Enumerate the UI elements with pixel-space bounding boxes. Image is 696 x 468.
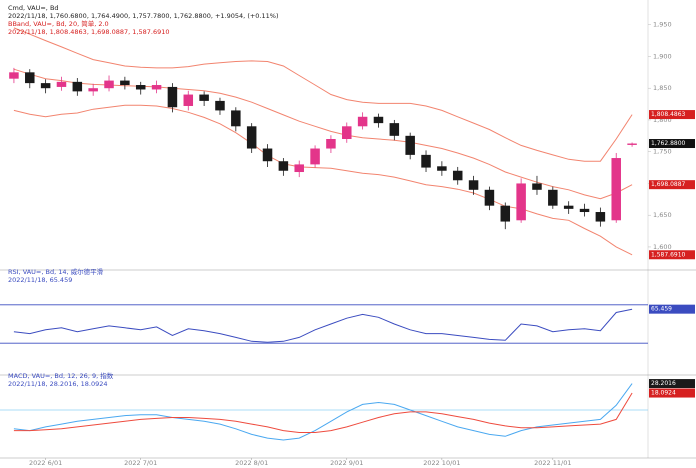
indicator-line (13, 383, 633, 441)
candle-body (25, 72, 35, 84)
panel-subtitle: 2022/11/18, 65.459 (8, 276, 72, 284)
panel-subtitle: 2022/11/18, 28.2016, 18.0924 (8, 380, 108, 388)
panel-subtitle: 2022/11/18, 1,760.6800, 1,764.4900, 1,75… (8, 12, 278, 20)
x-tick-label: 2022 7/01 (124, 459, 157, 467)
candle-body (231, 110, 241, 127)
candle-body (72, 81, 83, 92)
candle-body (278, 161, 289, 171)
candle-body (357, 116, 368, 127)
candle-body (548, 189, 558, 206)
y-tick-label: 1,950 (653, 21, 672, 29)
indicator-subtitle: 2022/11/18, 1,808.4863, 1,698.0887, 1,58… (8, 28, 170, 36)
y-tick-label: 1,800 (653, 116, 672, 124)
x-tick-label: 2022 6/01 (29, 459, 62, 467)
panel-title: RSI, VAU=, Bd, 14, 威尔德平滑 (8, 267, 104, 276)
end-label-box (649, 139, 695, 149)
candle-body (579, 208, 590, 213)
end-label: 1,762.8800 (651, 140, 686, 147)
candle-body (421, 154, 431, 168)
candle-body (135, 85, 146, 90)
candle-body (56, 81, 67, 87)
end-label: 1,808.4863 (651, 111, 686, 118)
y-tick-label: 1,650 (653, 211, 672, 219)
y-tick-label: 1,600 (653, 243, 672, 251)
band-line (13, 68, 633, 200)
candle-body (151, 85, 162, 90)
candle-body (373, 116, 384, 124)
candle-body (405, 135, 415, 155)
candle-body (9, 72, 19, 79)
end-label-box (649, 304, 695, 314)
candle-body (563, 205, 574, 209)
candle-body (516, 183, 526, 221)
candle-body (120, 80, 130, 86)
candle-body (611, 158, 621, 221)
candle-body (326, 139, 336, 149)
candle-body (167, 86, 178, 108)
band-line (13, 104, 633, 256)
panel-title: Cmd, VAU=, Bd (8, 4, 59, 12)
end-label-box (649, 180, 695, 190)
candle-body (627, 143, 637, 145)
end-label: 18.0924 (651, 390, 676, 397)
candle-body (88, 88, 98, 92)
end-label-box (649, 379, 695, 389)
candle-body (310, 148, 320, 165)
y-tick-label: 1,750 (653, 148, 672, 156)
candle-body (500, 205, 511, 222)
candle-body (342, 126, 352, 139)
end-label-box (649, 388, 695, 398)
end-label-box (649, 250, 695, 260)
candle-body (389, 123, 400, 136)
candle-body (199, 94, 209, 101)
y-tick-label: 1,850 (653, 84, 672, 92)
indicator-title: BBand, VAU=, Bd, 20, 简单, 2.0 (8, 19, 109, 28)
candle-body (183, 94, 194, 106)
end-label: 1,587.6910 (651, 251, 686, 258)
end-label: 28.2016 (651, 380, 676, 387)
y-tick-label: 1,900 (653, 52, 672, 60)
candle-body (40, 83, 51, 89)
band-line (13, 27, 633, 162)
indicator-line (13, 308, 633, 343)
x-tick-label: 2022 9/01 (330, 459, 363, 467)
x-tick-label: 2022 8/01 (235, 459, 268, 467)
candle-body (532, 183, 542, 190)
end-label: 1,698.0887 (651, 181, 686, 188)
candle-body (437, 166, 447, 171)
candle-body (294, 164, 304, 173)
candle-body (262, 148, 273, 162)
candle-body (246, 126, 257, 149)
panel-title: MACD, VAU=, Bd, 12, 26, 9, 指数 (8, 371, 114, 380)
candle-body (484, 189, 495, 206)
x-tick-label: 2022 10/01 (423, 459, 460, 467)
indicator-line (13, 392, 633, 433)
candle-body (104, 80, 114, 89)
x-tick-label: 2022 11/01 (534, 459, 571, 467)
candle-body (595, 212, 606, 222)
candle-body (468, 180, 479, 190)
candle-body (215, 100, 225, 111)
end-label-box (649, 110, 695, 120)
end-label: 65.459 (651, 306, 672, 313)
candle-body (452, 170, 463, 181)
